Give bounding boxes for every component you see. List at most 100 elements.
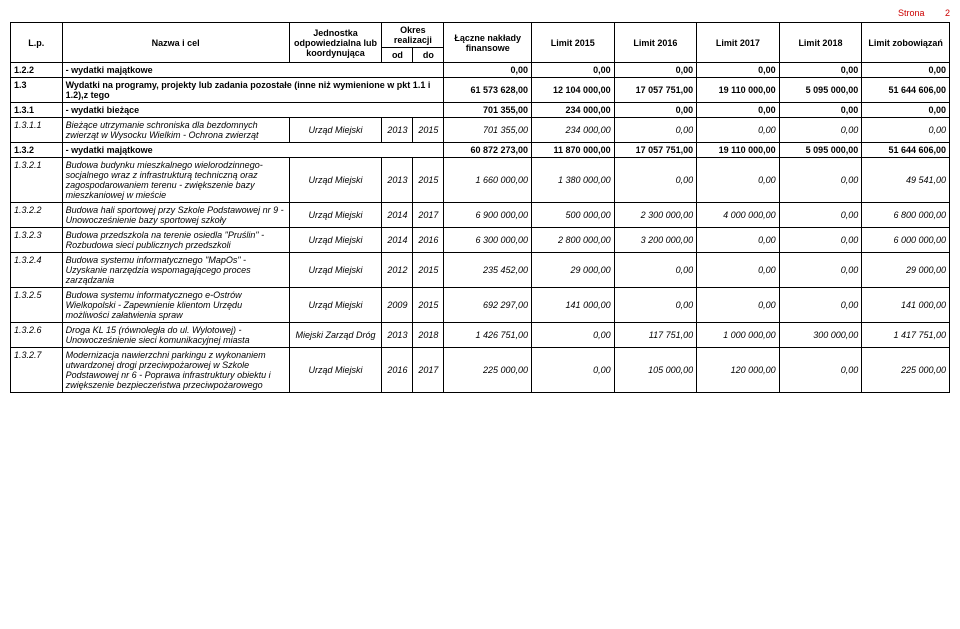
cell-name: Budowa hali sportowej przy Szkole Podsta… [62,203,289,228]
cell-fin: 61 573 628,00 [444,78,532,103]
cell-fin: 60 872 273,00 [444,143,532,158]
table-row: 1.3.2- wydatki majątkowe60 872 273,0011 … [11,143,950,158]
cell-l2016: 0,00 [614,158,697,203]
table-row: 1.2.2- wydatki majątkowe0,000,000,000,00… [11,63,950,78]
cell-l2015: 0,00 [532,348,615,393]
cell-name: Budowa budynku mieszkalnego wielorodzinn… [62,158,289,203]
cell-l2018: 300 000,00 [779,323,862,348]
cell-l2018: 0,00 [779,203,862,228]
cell-l2015: 0,00 [532,323,615,348]
cell-do: 2016 [413,228,444,253]
th-l2016: Limit 2016 [614,23,697,63]
cell-l2017: 0,00 [697,63,780,78]
cell-l2016: 0,00 [614,253,697,288]
cell-l2015: 1 380 000,00 [532,158,615,203]
cell-do: 2015 [413,288,444,323]
table-row: 1.3.2.4Budowa systemu informatycznego "M… [11,253,950,288]
cell-unit: Urząd Miejski [289,203,382,228]
cell-lp: 1.3.2.4 [11,253,63,288]
cell-lz: 1 417 751,00 [862,323,950,348]
cell-l2015: 0,00 [532,63,615,78]
cell-lp: 1.3.2.5 [11,288,63,323]
cell-l2017: 19 110 000,00 [697,78,780,103]
cell-do: 2015 [413,118,444,143]
cell-lz: 6 000 000,00 [862,228,950,253]
cell-name: - wydatki bieżące [62,103,444,118]
cell-l2018: 0,00 [779,253,862,288]
cell-lp: 1.3.2 [11,143,63,158]
cell-lp: 1.2.2 [11,63,63,78]
th-l2017: Limit 2017 [697,23,780,63]
table-header: L.p. Nazwa i cel Jednostka odpowiedzialn… [11,23,950,63]
cell-l2018: 5 095 000,00 [779,143,862,158]
th-lp: L.p. [11,23,63,63]
cell-l2018: 0,00 [779,228,862,253]
cell-od: 2013 [382,118,413,143]
table-row: 1.3.2.6Droga KL 15 (równoległa do ul. Wy… [11,323,950,348]
cell-l2017: 0,00 [697,288,780,323]
table-row: 1.3.1- wydatki bieżące701 355,00234 000,… [11,103,950,118]
cell-l2015: 12 104 000,00 [532,78,615,103]
cell-od: 2014 [382,203,413,228]
page-number: Strona 2 [10,8,950,18]
cell-l2018: 5 095 000,00 [779,78,862,103]
cell-name: Droga KL 15 (równoległa do ul. Wylotowej… [62,323,289,348]
cell-lz: 0,00 [862,63,950,78]
cell-lz: 141 000,00 [862,288,950,323]
cell-do: 2015 [413,253,444,288]
cell-l2016: 117 751,00 [614,323,697,348]
cell-l2015: 234 000,00 [532,103,615,118]
th-od: od [382,48,413,63]
cell-name: Modernizacja nawierzchni parkingu z wyko… [62,348,289,393]
table-row: 1.3.2.5Budowa systemu informatycznego e-… [11,288,950,323]
cell-lz: 51 644 606,00 [862,78,950,103]
cell-l2015: 500 000,00 [532,203,615,228]
table-row: 1.3Wydatki na programy, projekty lub zad… [11,78,950,103]
cell-do: 2018 [413,323,444,348]
cell-unit: Urząd Miejski [289,288,382,323]
cell-l2018: 0,00 [779,348,862,393]
cell-l2018: 0,00 [779,288,862,323]
cell-lz: 225 000,00 [862,348,950,393]
cell-l2016: 0,00 [614,103,697,118]
cell-fin: 692 297,00 [444,288,532,323]
th-l2015: Limit 2015 [532,23,615,63]
cell-lp: 1.3.1 [11,103,63,118]
cell-fin: 0,00 [444,63,532,78]
cell-l2015: 234 000,00 [532,118,615,143]
cell-lp: 1.3.1.1 [11,118,63,143]
cell-name: Wydatki na programy, projekty lub zadani… [62,78,444,103]
cell-name: Bieżące utrzymanie schroniska dla bezdom… [62,118,289,143]
cell-od: 2014 [382,228,413,253]
page-label: Strona [898,8,925,18]
cell-l2017: 0,00 [697,103,780,118]
cell-l2016: 2 300 000,00 [614,203,697,228]
page-number-value: 2 [945,8,950,18]
cell-lz: 0,00 [862,118,950,143]
table-row: 1.3.2.7Modernizacja nawierzchni parkingu… [11,348,950,393]
cell-l2016: 105 000,00 [614,348,697,393]
th-period: Okres realizacji [382,23,444,48]
cell-l2015: 11 870 000,00 [532,143,615,158]
cell-unit: Miejski Zarząd Dróg [289,323,382,348]
cell-l2017: 0,00 [697,158,780,203]
cell-unit: Urząd Miejski [289,228,382,253]
cell-l2017: 4 000 000,00 [697,203,780,228]
cell-lp: 1.3.2.1 [11,158,63,203]
cell-l2018: 0,00 [779,118,862,143]
cell-do: 2015 [413,158,444,203]
cell-l2017: 0,00 [697,118,780,143]
cell-od: 2012 [382,253,413,288]
cell-fin: 6 300 000,00 [444,228,532,253]
cell-fin: 1 660 000,00 [444,158,532,203]
cell-fin: 6 900 000,00 [444,203,532,228]
cell-lz: 6 800 000,00 [862,203,950,228]
cell-fin: 1 426 751,00 [444,323,532,348]
cell-lz: 49 541,00 [862,158,950,203]
table-row: 1.3.2.3Budowa przedszkola na terenie osi… [11,228,950,253]
cell-unit: Urząd Miejski [289,348,382,393]
table-row: 1.3.2.2Budowa hali sportowej przy Szkole… [11,203,950,228]
cell-l2017: 0,00 [697,253,780,288]
cell-lp: 1.3.2.7 [11,348,63,393]
cell-l2016: 0,00 [614,63,697,78]
